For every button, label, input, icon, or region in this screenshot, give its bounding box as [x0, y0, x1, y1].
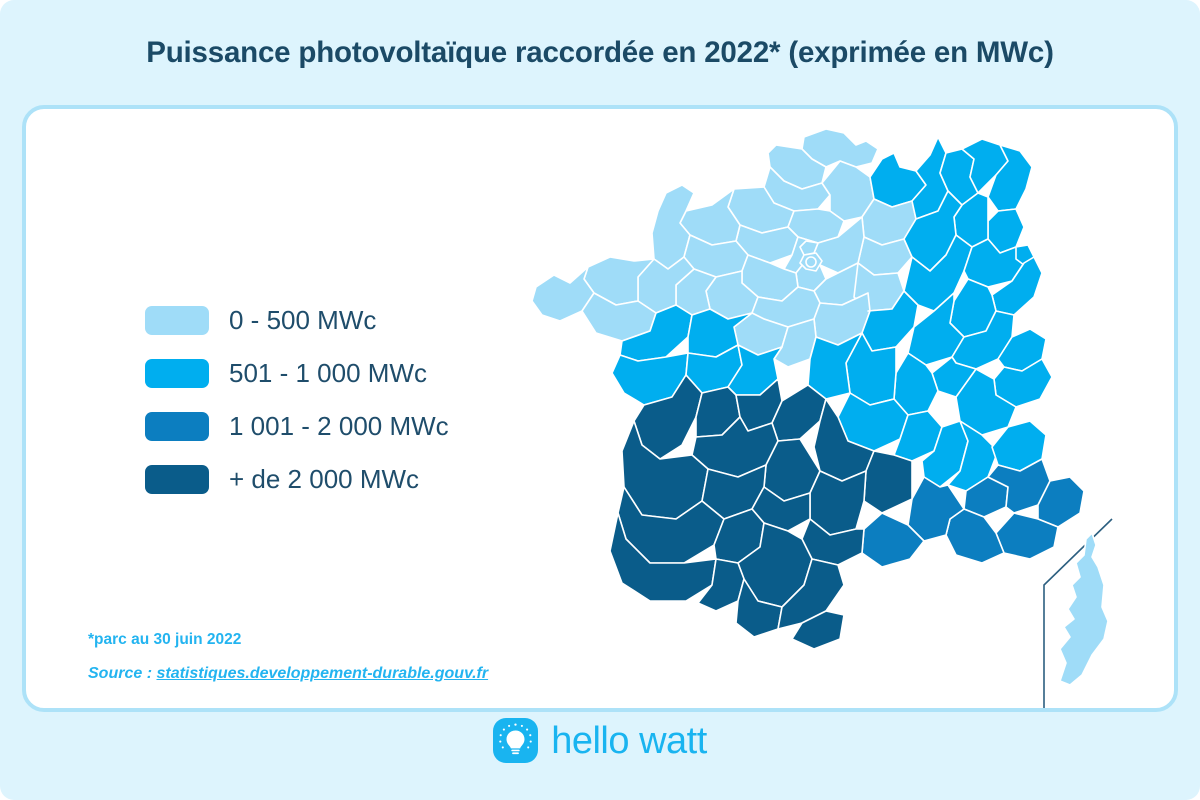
legend-item-0: 0 - 500 MWc — [145, 294, 565, 347]
legend-label-1: 501 - 1 000 MWc — [229, 358, 427, 388]
corsica-inset — [1043, 518, 1113, 708]
legend-swatch-1 — [145, 359, 209, 388]
dept-nievre — [861, 290, 919, 352]
map-bin-3-group — [609, 374, 913, 650]
legend-swatch-0 — [145, 306, 209, 335]
dept-alpes-maritimes — [1037, 476, 1085, 528]
lightbulb-icon — [493, 718, 539, 763]
legend-label-0: 0 - 500 MWc — [229, 305, 377, 335]
footnote-note: *parc au 30 juin 2022 — [88, 631, 242, 648]
content-card: 0 - 500 MWc 501 - 1 000 MWc 1 001 - 2 00… — [22, 105, 1178, 712]
source-prefix: Source : — [88, 665, 157, 682]
map-bin-0-group — [531, 128, 1033, 368]
legend-item-1: 501 - 1 000 MWc — [145, 347, 565, 400]
map-legend: 0 - 500 MWc 501 - 1 000 MWc 1 001 - 2 00… — [145, 294, 565, 506]
dept-paris — [805, 256, 817, 268]
france-map — [526, 115, 1166, 708]
legend-item-3: + de 2 000 MWc — [145, 453, 565, 506]
brand-name: hello watt — [551, 719, 707, 762]
dept-alpes-hte-provence — [987, 458, 1051, 514]
legend-item-2: 1 001 - 2 000 MWc — [145, 400, 565, 453]
dept-aude — [777, 558, 845, 630]
dept-lozere — [863, 450, 913, 514]
legend-label-3: + de 2 000 MWc — [229, 464, 420, 494]
legend-swatch-2 — [145, 412, 209, 441]
dept-corse — [1059, 532, 1109, 686]
brand-footer: hello watt — [0, 718, 1200, 763]
map-bin-1-group — [611, 234, 1053, 492]
map-bin-2-group — [861, 458, 1085, 568]
dept-maine-et-loire — [687, 308, 753, 358]
source-link[interactable]: statistiques.developpement-durable.gouv.… — [156, 665, 489, 682]
legend-swatch-3 — [145, 465, 209, 494]
legend-label-2: 1 001 - 2 000 MWc — [229, 411, 449, 441]
dept-bouches-du-rhone — [945, 508, 1005, 564]
page-title: Puissance photovoltaïque raccordée en 20… — [146, 36, 1054, 69]
dept-pyrenees-orientales — [791, 610, 845, 650]
source-line: Source : statistiques.developpement-dura… — [88, 665, 488, 683]
dept-gard — [907, 476, 965, 542]
